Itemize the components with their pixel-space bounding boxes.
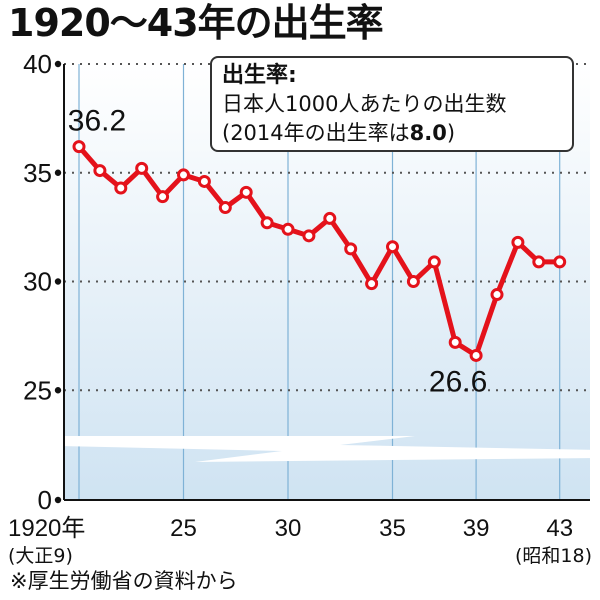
data-label: 36.2 xyxy=(68,105,126,138)
data-point xyxy=(406,275,420,288)
definition-line-2-prefix: (2014年の出生率は xyxy=(222,121,410,145)
data-point xyxy=(344,242,358,256)
definition-heading: 出生率: xyxy=(222,63,297,88)
y-tick-marker xyxy=(54,278,62,285)
series-line-group xyxy=(72,140,567,362)
data-point xyxy=(114,181,128,195)
y-tick-marker xyxy=(54,169,62,176)
source-note: ※厚生労働省の資料から xyxy=(10,569,238,593)
y-tick-label: 30 xyxy=(23,267,52,297)
data-point xyxy=(177,168,190,182)
data-point xyxy=(260,216,274,230)
x-tick-label: 25 xyxy=(170,515,197,542)
data-point xyxy=(511,235,525,249)
data-point xyxy=(490,288,504,302)
axes xyxy=(63,64,590,501)
definition-line-1: 日本人1000人あたりの出生数 xyxy=(222,92,507,116)
data-point xyxy=(239,185,253,199)
x-tick-sublabel: (大正9) xyxy=(8,545,73,567)
y-tick-marker xyxy=(54,60,62,68)
definition-line-2-suffix: ) xyxy=(446,121,456,145)
data-point xyxy=(365,277,379,291)
y-tick-marker xyxy=(54,387,62,394)
data-point xyxy=(386,240,399,254)
axis-break-zigzag xyxy=(60,436,600,462)
definition-line-2: (2014年の出生率は8.0) xyxy=(222,119,562,148)
data-point xyxy=(427,255,441,269)
data-point xyxy=(72,140,86,154)
data-point xyxy=(197,174,211,188)
definition-value: 8.0 xyxy=(409,121,447,145)
data-point xyxy=(156,190,170,204)
data-label-group: 36.2 26.6 xyxy=(68,105,487,399)
axis-break-mark xyxy=(60,436,600,462)
chart-title: 1920〜43年の出生率 xyxy=(8,1,384,45)
x-tick-label: 35 xyxy=(379,515,406,542)
y-tick-label: 40 xyxy=(23,49,52,79)
x-tick-label: 39 xyxy=(463,515,490,542)
y-tick-marker xyxy=(54,496,62,504)
data-point xyxy=(135,161,149,175)
data-point xyxy=(302,229,316,243)
x-tick-label: 1920年 xyxy=(8,515,85,542)
x-tick-label: 43 xyxy=(546,515,573,542)
definition-box: 出生率: 日本人1000人あたりの出生数 (2014年の出生率は8.0) xyxy=(210,56,574,152)
data-point xyxy=(532,255,546,269)
data-label: 26.6 xyxy=(429,365,487,398)
data-point xyxy=(218,201,232,215)
data-point xyxy=(93,164,107,178)
data-point xyxy=(553,255,567,269)
data-point xyxy=(448,335,462,349)
y-tick-label: 0 xyxy=(38,485,52,515)
y-tick-labels: 40 35 30 25 0 xyxy=(23,49,62,515)
data-point xyxy=(323,211,337,225)
x-tick-sublabel: (昭和18) xyxy=(515,545,592,567)
x-tick-label: 30 xyxy=(275,515,302,542)
data-point xyxy=(469,348,483,362)
y-tick-label: 35 xyxy=(23,158,52,188)
x-tick-labels: 1920年 (大正9) 25 30 35 39 43 (昭和18) xyxy=(8,515,592,567)
data-point xyxy=(281,222,295,236)
y-tick-label: 25 xyxy=(23,375,52,405)
